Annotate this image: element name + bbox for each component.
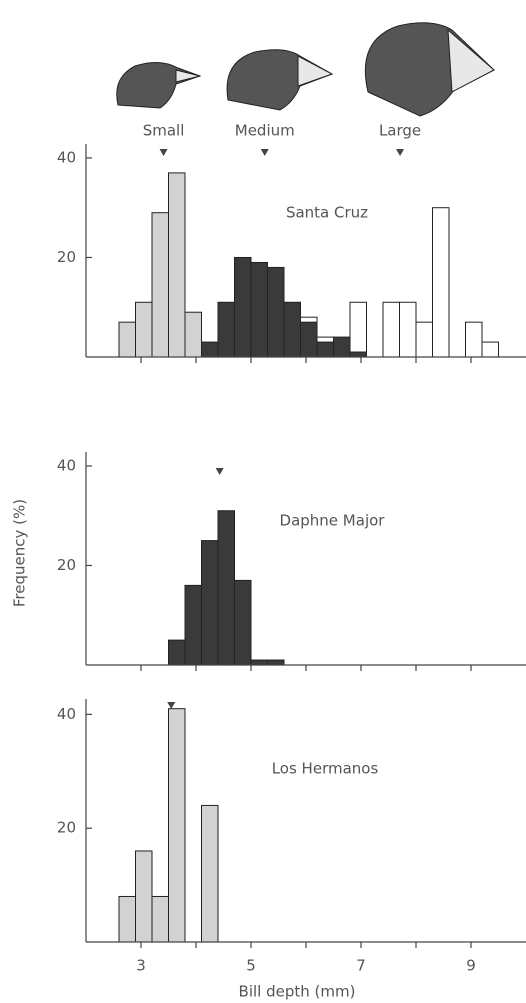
bar xyxy=(349,351,367,358)
panel-title: Daphne Major xyxy=(280,512,386,530)
bar xyxy=(283,301,301,358)
bar xyxy=(333,336,351,358)
bar xyxy=(465,321,483,358)
bar xyxy=(250,261,268,358)
y-axis-label: Frequency (%) xyxy=(11,499,29,607)
y-tick-label: 20 xyxy=(57,819,76,837)
bar xyxy=(267,266,285,358)
bar xyxy=(201,540,219,666)
bar xyxy=(135,301,153,358)
bar xyxy=(415,321,433,358)
bar xyxy=(234,256,252,358)
x-axis-label: Bill depth (mm) xyxy=(239,983,356,1001)
y-tick-label: 40 xyxy=(57,456,76,474)
bar xyxy=(168,708,186,943)
bar xyxy=(300,321,318,358)
bar xyxy=(250,659,268,666)
x-tick-label: 9 xyxy=(466,957,476,975)
bar xyxy=(399,301,417,358)
bar xyxy=(184,311,202,358)
panel-title: Santa Cruz xyxy=(286,204,368,222)
bar xyxy=(217,301,235,358)
mean-marker xyxy=(167,702,176,709)
bar xyxy=(168,172,186,358)
bar xyxy=(184,584,202,666)
y-tick-label: 20 xyxy=(57,556,76,574)
bird-heads xyxy=(116,22,495,117)
bar xyxy=(432,207,450,358)
bar xyxy=(151,212,169,358)
species-label: Medium xyxy=(235,122,295,140)
mean-marker xyxy=(260,149,269,156)
bar xyxy=(135,850,153,943)
mean-marker xyxy=(159,149,168,156)
x-tick-label: 5 xyxy=(246,957,256,975)
bar xyxy=(151,895,169,943)
bar xyxy=(481,341,499,358)
mean-marker xyxy=(215,468,224,475)
bar xyxy=(201,804,219,943)
x-tick-label: 3 xyxy=(136,957,146,975)
bar xyxy=(382,301,400,358)
y-tick-label: 20 xyxy=(57,248,76,266)
bar xyxy=(349,301,367,358)
bar xyxy=(201,341,219,358)
species-label: Small xyxy=(143,122,185,140)
y-tick-label: 40 xyxy=(57,705,76,723)
bar xyxy=(118,895,136,943)
small-bird-head xyxy=(116,62,202,109)
species-label: Large xyxy=(379,122,421,140)
bar xyxy=(267,659,285,666)
mean-marker xyxy=(396,149,405,156)
bar xyxy=(217,510,235,666)
x-tick-label: 7 xyxy=(356,957,366,975)
bar xyxy=(316,341,334,358)
panel-title: Los Hermanos xyxy=(272,760,379,778)
bar xyxy=(168,639,186,666)
y-tick-label: 40 xyxy=(57,148,76,166)
bar xyxy=(234,579,252,666)
bar xyxy=(118,321,136,358)
